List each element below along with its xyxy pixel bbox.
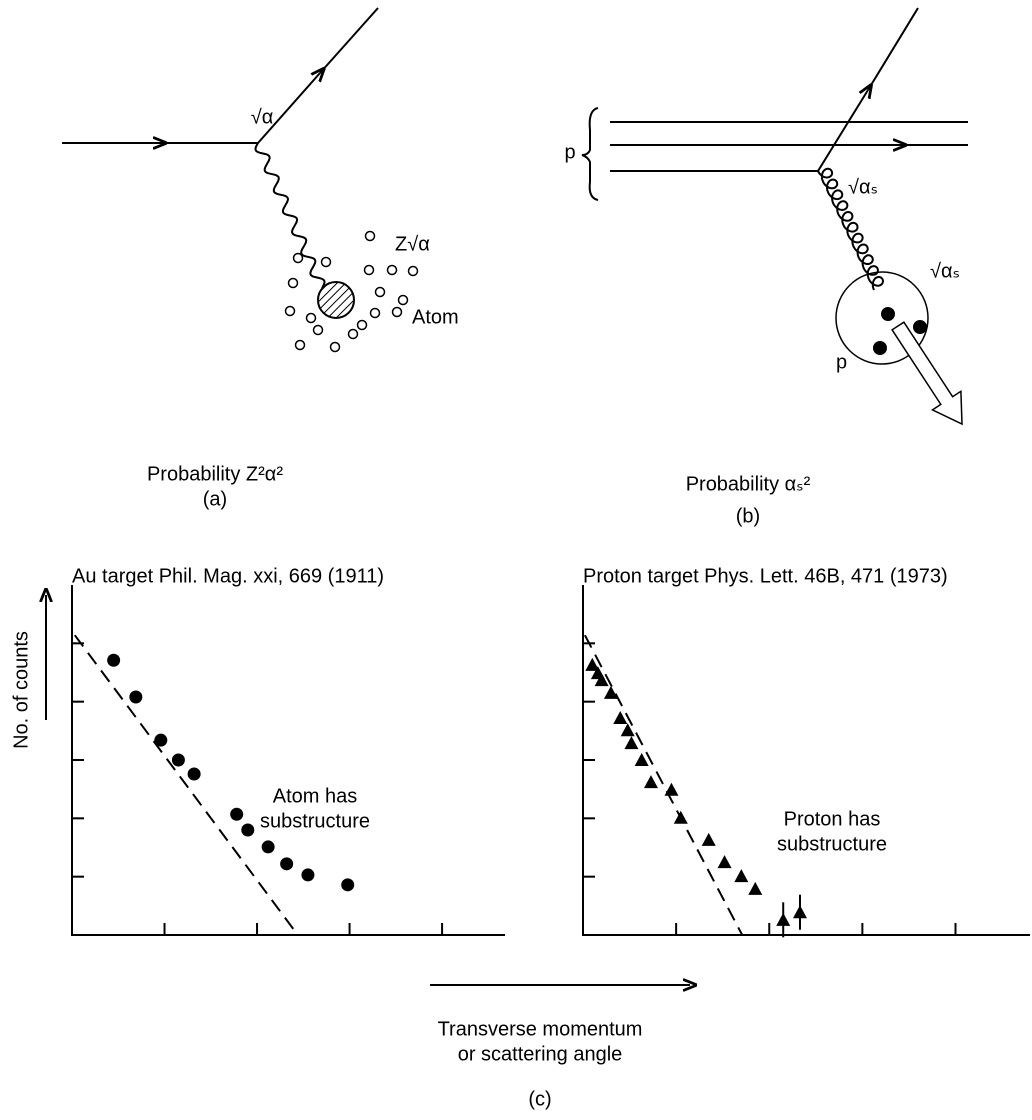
outgoing-line (257, 73, 320, 144)
electron (363, 264, 375, 276)
photon-path (254, 142, 326, 289)
caption: (c) (528, 1088, 551, 1110)
target-label: Atom (412, 306, 459, 328)
quark (881, 307, 895, 321)
data-point (717, 855, 732, 869)
outgoing-line (319, 7, 379, 74)
electron (287, 277, 299, 289)
data-point (107, 653, 121, 667)
diagram-a: √α Z√α Atom Probability Z²α² (a) (62, 7, 459, 510)
proton (835, 271, 929, 365)
annotation: Proton has (784, 808, 881, 830)
electron (386, 264, 398, 276)
data-point (261, 840, 275, 854)
data-point (673, 810, 688, 824)
electron (312, 324, 324, 336)
x-axis-label: or scattering angle (458, 1043, 623, 1065)
electron (397, 294, 409, 306)
annotation: substructure (777, 833, 887, 855)
annotation: Atom has (273, 785, 357, 807)
electron (320, 256, 332, 268)
target-label: p (836, 351, 847, 373)
data-point (187, 767, 201, 781)
electron (369, 307, 381, 319)
data-point (634, 753, 649, 766)
data-point (129, 690, 143, 704)
electron (356, 319, 368, 331)
data-point (230, 807, 244, 821)
reference-line (73, 634, 299, 936)
electron (391, 306, 403, 318)
data-point (643, 775, 658, 789)
caption: (b) (736, 505, 760, 527)
electron (347, 328, 359, 340)
data-point (613, 711, 628, 724)
electron (374, 286, 386, 298)
data-point (748, 881, 763, 895)
data-point (734, 869, 749, 883)
electron (407, 265, 419, 277)
data-point (603, 685, 618, 699)
quark (873, 341, 887, 355)
chart-title: Au target Phil. Mag. xxi, 669 (1911) (72, 565, 384, 587)
probability: Probability αₛ² (686, 473, 811, 495)
data-point (341, 878, 355, 892)
data-point (154, 733, 168, 747)
gluon-path (817, 167, 885, 291)
y-axis-label: No. of counts (10, 631, 32, 749)
data-point (301, 868, 315, 882)
electron (292, 252, 304, 264)
annotation: substructure (260, 810, 370, 832)
x-axis-label: Transverse momentum (438, 1018, 643, 1040)
diagram-b: p √αₛ √αₛ p Probability αₛ² (b) (564, 7, 968, 527)
data-point (594, 673, 609, 687)
axes (71, 585, 505, 936)
photon (254, 142, 326, 289)
vertex-label: √αₛ (848, 176, 878, 198)
chart: Au target Phil. Mag. xxi, 669 (1911) Atom… (71, 565, 505, 936)
electron (284, 305, 296, 317)
chart: Proton target Phys. Lett. 46B, 471 (1973… (582, 565, 1030, 938)
caption: (a) (203, 488, 227, 510)
electron (364, 230, 376, 242)
nucleus (317, 281, 355, 319)
electrons (284, 230, 419, 353)
vertex-label: √αₛ (930, 260, 960, 282)
data-point (701, 832, 716, 846)
quark (913, 320, 927, 334)
gluon (817, 167, 885, 291)
outgoing-quark (867, 7, 919, 91)
data-point (792, 905, 807, 919)
brace (581, 107, 599, 201)
data-point (620, 723, 635, 737)
data-point (776, 912, 791, 926)
data-point (280, 857, 294, 871)
chart-title: Proton target Phys. Lett. 46B, 471 (1973… (583, 565, 948, 587)
data-point (624, 736, 639, 750)
data-point (585, 657, 600, 671)
data-point (664, 782, 679, 796)
electron (294, 339, 306, 351)
quark-lines (610, 121, 968, 172)
reference-line (584, 634, 744, 936)
probability: Probability Z²α² (147, 463, 283, 485)
data-point (241, 823, 255, 837)
data-point (171, 753, 185, 767)
jet-arrow (891, 321, 963, 426)
beam-label: p (564, 141, 575, 163)
electron (329, 341, 341, 353)
outgoing-quark (817, 90, 868, 172)
charge-label: Z√α (395, 233, 430, 255)
quark-arrows (610, 121, 900, 172)
vertex-label: √α (251, 106, 274, 128)
electron (305, 312, 317, 324)
